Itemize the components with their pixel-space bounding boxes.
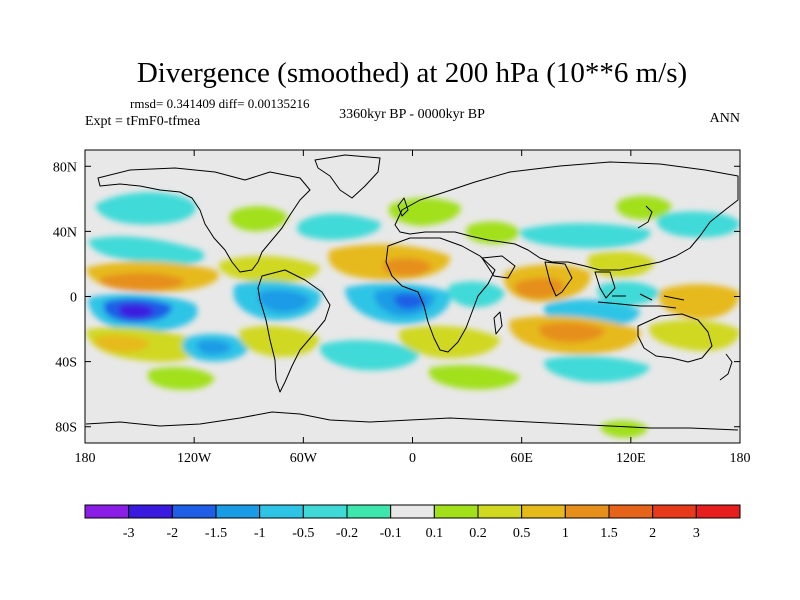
y-tick-label: 0 bbox=[70, 291, 77, 306]
contour-maritime-pos bbox=[658, 284, 740, 319]
contour-north-pacific-neg bbox=[95, 192, 196, 225]
colorbar-label: -0.1 bbox=[380, 526, 402, 541]
colorbar-swatch bbox=[564, 504, 610, 519]
contour-s-pacific-green bbox=[147, 367, 215, 390]
colorbar-swatch bbox=[608, 504, 654, 519]
y-tick-label: 40S bbox=[55, 356, 77, 371]
colorbar-label: -0.5 bbox=[292, 526, 314, 541]
colorbar-label: 1 bbox=[562, 526, 569, 541]
contour-fills bbox=[86, 192, 740, 438]
contour-south-america-pos bbox=[239, 325, 320, 358]
colorbar-swatch bbox=[433, 504, 479, 519]
chart-title: Divergence (smoothed) at 200 hPa (10**6 … bbox=[137, 57, 687, 89]
coast-africa bbox=[385, 237, 496, 353]
colorbar-label: -3 bbox=[123, 526, 135, 541]
coast-madagascar bbox=[493, 311, 503, 335]
x-tick-label: 120W bbox=[177, 451, 212, 466]
contour-southern-ocean-pos2 bbox=[600, 420, 648, 438]
contour-south-pacific-pos-core bbox=[94, 335, 150, 353]
contour-central-pacific-core bbox=[99, 272, 185, 291]
contour-australia-pos bbox=[649, 319, 740, 352]
colorbar-swatch bbox=[652, 504, 697, 519]
coast-arabia bbox=[481, 255, 516, 279]
coast-north-america bbox=[97, 167, 311, 273]
colorbar-swatch bbox=[215, 504, 261, 519]
x-tick-label: 0 bbox=[409, 451, 416, 466]
colorbar-swatch bbox=[128, 504, 173, 519]
colorbar-swatch bbox=[477, 504, 523, 519]
contour-east-pacific-core bbox=[118, 303, 155, 319]
coast-south-america bbox=[257, 269, 331, 393]
coast-india bbox=[544, 261, 573, 297]
colorbar-label: -0.2 bbox=[336, 526, 358, 541]
y-axis-ticks: 80N 40N 0 40S 80S bbox=[53, 160, 740, 436]
x-tick-label: 60W bbox=[290, 451, 318, 466]
contour-atlantic-pos bbox=[229, 206, 288, 232]
colorbar-swatch bbox=[390, 504, 435, 519]
experiment-label: Expt = tFmF0-tfmea bbox=[85, 114, 201, 129]
colorbar-label: 3 bbox=[693, 526, 700, 541]
contour-ne-pacific-neg bbox=[656, 211, 740, 238]
colorbar-label: 0.5 bbox=[513, 526, 531, 541]
contour-amazon-core bbox=[258, 289, 310, 313]
contour-south-indian-pos-core bbox=[539, 322, 605, 343]
colorbar-swatch bbox=[171, 504, 217, 519]
colorbar-label: 2 bbox=[649, 526, 656, 541]
season-label: ANN bbox=[710, 111, 740, 126]
colorbar-label: 0.2 bbox=[469, 526, 487, 541]
coast-new-zealand bbox=[719, 353, 733, 381]
coast-antarctica bbox=[85, 411, 739, 431]
contour-west-pacific-neg bbox=[597, 281, 660, 306]
period-label: 3360kyr BP - 0000kyr BP bbox=[339, 107, 485, 122]
colorbar-swatch bbox=[346, 504, 392, 519]
y-tick-label: 80N bbox=[53, 160, 77, 175]
contour-midlat-pacific-neg bbox=[88, 236, 205, 266]
coast-indonesia bbox=[597, 293, 685, 309]
coast-uk bbox=[397, 197, 409, 217]
contour-west-africa-core bbox=[383, 258, 432, 277]
colorbar: -3 -2 -1.5 -1 -0.5 -0.2 -0.1 0.1 0.2 0.5 1 1.5 2 3 bbox=[84, 504, 741, 541]
colorbar-label: -2 bbox=[166, 526, 178, 541]
coast-eurasia bbox=[394, 161, 739, 271]
x-tick-label: 120E bbox=[616, 451, 646, 466]
colorbar-swatch bbox=[695, 504, 741, 519]
x-axis-ticks: 180 120W 60W 0 60E 120E 180 bbox=[75, 150, 751, 466]
x-tick-label: 180 bbox=[730, 451, 751, 466]
y-tick-label: 80S bbox=[55, 421, 77, 436]
colorbar-swatch bbox=[259, 504, 304, 519]
colorbar-label: -1.5 bbox=[205, 526, 227, 541]
contour-indian-ocean-core bbox=[514, 278, 565, 299]
x-tick-label: 60E bbox=[510, 451, 533, 466]
colorbar-swatch bbox=[521, 504, 566, 519]
contour-east-africa-neg bbox=[447, 281, 505, 308]
coast-japan bbox=[637, 205, 653, 229]
colorbar-label: 1.5 bbox=[600, 526, 618, 541]
stats-text: rmsd= 0.341409 diff= 0.00135216 bbox=[130, 96, 310, 111]
contour-s-indian-neg2 bbox=[544, 355, 650, 383]
colorbar-label: -1 bbox=[254, 526, 266, 541]
x-tick-label: 180 bbox=[75, 451, 96, 466]
coast-greenland bbox=[314, 154, 381, 199]
contour-europe-neg bbox=[519, 223, 651, 249]
contour-central-america-pos bbox=[219, 255, 320, 284]
contour-south-atlantic-neg bbox=[319, 340, 420, 371]
coastlines bbox=[85, 154, 739, 431]
contour-south-pacific-neg-core bbox=[196, 339, 232, 355]
contour-south-atlantic-pos bbox=[399, 325, 500, 359]
contour-guinea-core bbox=[393, 293, 425, 309]
contour-north-atlantic-neg bbox=[297, 213, 381, 240]
colorbar-label: 0.1 bbox=[426, 526, 444, 541]
colorbar-swatch bbox=[84, 504, 130, 519]
contour-asia-pos bbox=[616, 195, 672, 220]
coast-australia bbox=[637, 313, 713, 363]
coast-southeast-asia bbox=[594, 271, 616, 299]
contour-southern-ocean-pos bbox=[428, 365, 520, 390]
y-tick-label: 40N bbox=[53, 225, 77, 240]
contour-bay-of-bengal-pos bbox=[587, 251, 655, 278]
colorbar-swatch bbox=[302, 504, 348, 519]
